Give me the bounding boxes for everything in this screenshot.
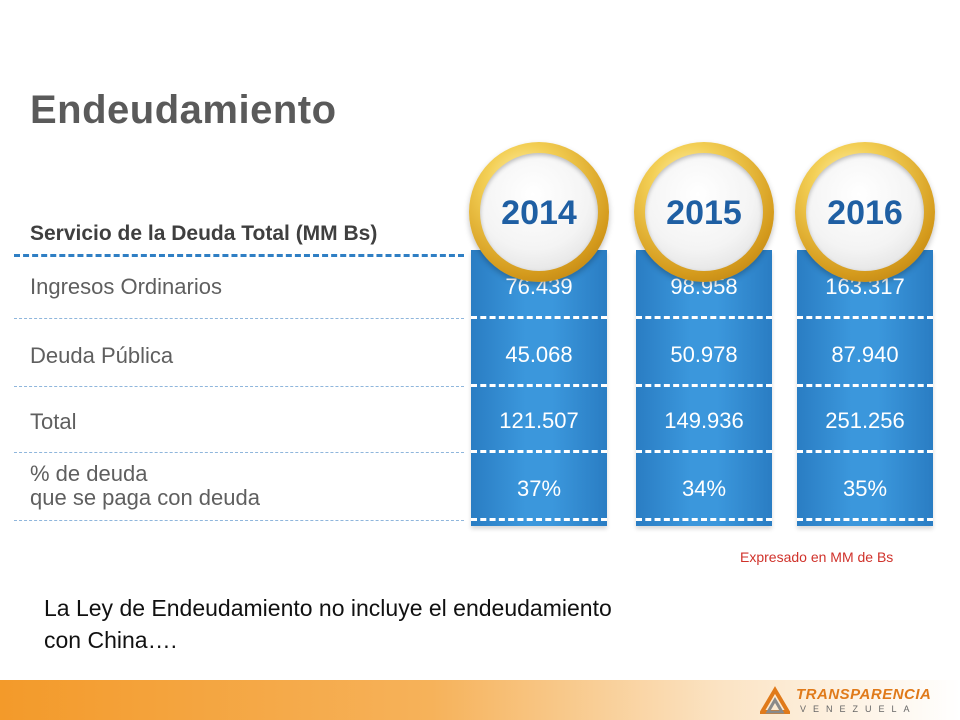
- logo-subtitle: VENEZUELA: [800, 704, 917, 714]
- row-separator: [14, 318, 464, 319]
- footer-bar: [0, 680, 960, 720]
- column-divider: [471, 450, 607, 453]
- value-cell: 45.068: [505, 342, 573, 367]
- caption-line: La Ley de Endeudamiento no incluye el en…: [44, 595, 612, 621]
- value-cell: 149.936: [664, 408, 744, 433]
- row-label-line: % de deuda: [30, 461, 148, 486]
- column-divider: [636, 518, 772, 521]
- page-title: Endeudamiento: [30, 88, 337, 132]
- medal-face: [480, 153, 598, 271]
- column-divider: [797, 518, 933, 521]
- row-label-line: que se paga con deuda: [30, 485, 260, 510]
- column-divider: [636, 384, 772, 387]
- slide-caption: La Ley de Endeudamiento no incluye el en…: [44, 592, 612, 656]
- value-cell: 251.256: [825, 408, 905, 433]
- table-title: Servicio de la Deuda Total (MM Bs): [30, 222, 378, 245]
- logo-name: TRANSPARENCIA: [796, 686, 932, 703]
- column-2014: 76.439 45.068 121.507 37%: [471, 250, 607, 526]
- year-medal-2015: 2015: [634, 142, 774, 282]
- year-label: 2015: [666, 194, 742, 232]
- row-separator: [14, 520, 464, 521]
- column-2016: 163.317 87.940 251.256 35%: [797, 250, 933, 526]
- row-separator: [14, 386, 464, 387]
- column-divider: [636, 316, 772, 319]
- caption-line: con China….: [44, 627, 177, 653]
- transparencia-logo: TRANSPARENCIA VENEZUELA: [760, 684, 940, 718]
- medal-face: [806, 153, 924, 271]
- column-divider: [471, 518, 607, 521]
- value-cell: 121.507: [499, 408, 579, 433]
- year-medal-2016: 2016: [795, 142, 935, 282]
- units-note: Expresado en MM de Bs: [740, 549, 894, 565]
- column-divider: [797, 384, 933, 387]
- year-medal-2014: 2014: [469, 142, 609, 282]
- value-cell: 35%: [842, 476, 888, 501]
- year-label: 2014: [501, 194, 577, 232]
- logo-mark-icon: [760, 686, 790, 714]
- value-cell: 50.978: [670, 342, 738, 367]
- row-label-ingresos: Ingresos Ordinarios: [30, 274, 222, 299]
- column-divider: [471, 384, 607, 387]
- column-divider: [797, 450, 933, 453]
- row-label-porcentaje: % de deuda que se paga con deuda: [30, 462, 260, 510]
- column-divider: [636, 450, 772, 453]
- value-cell: 87.940: [831, 342, 899, 367]
- medal-face: [645, 153, 763, 271]
- column-2015: 98.958 50.978 149.936 34%: [636, 250, 772, 526]
- value-cell: 37%: [516, 476, 562, 501]
- year-label: 2016: [827, 194, 903, 232]
- column-divider: [797, 316, 933, 319]
- row-label-total: Total: [30, 409, 77, 434]
- value-cell: 34%: [681, 476, 727, 501]
- column-divider: [471, 316, 607, 319]
- row-separator: [14, 452, 464, 453]
- row-label-deuda: Deuda Pública: [30, 343, 174, 368]
- header-separator: [14, 254, 464, 257]
